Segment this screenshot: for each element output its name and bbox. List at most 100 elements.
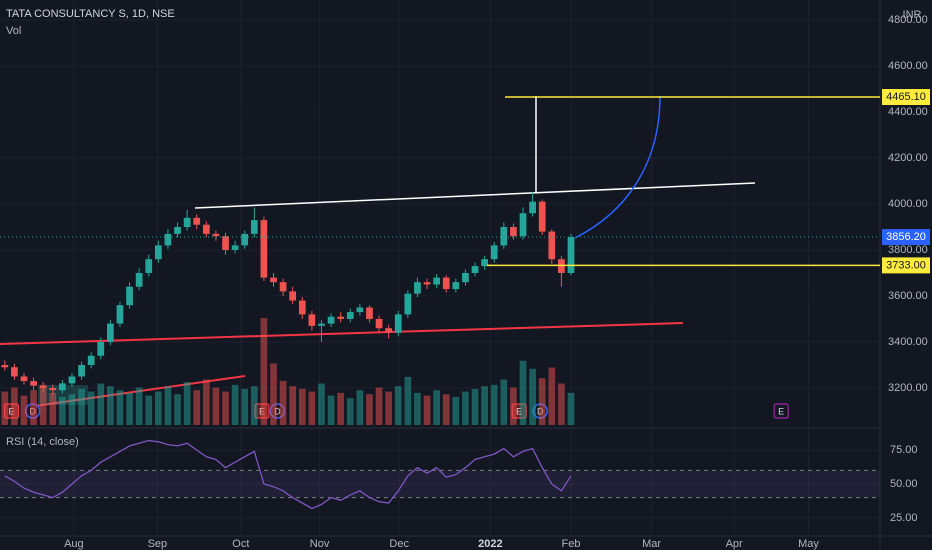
volume-bar xyxy=(356,390,364,425)
volume-bar xyxy=(68,394,76,425)
candle-body xyxy=(538,201,546,232)
candle-body xyxy=(346,312,354,319)
candle-body xyxy=(183,217,191,227)
volume-bar xyxy=(30,390,37,425)
volume-bar xyxy=(327,395,335,425)
candle-body xyxy=(126,286,133,306)
event-label: E xyxy=(778,406,784,416)
volume-bar xyxy=(289,386,297,425)
y-tick-label: 3800.00 xyxy=(888,244,928,256)
volume-title: Vol xyxy=(6,25,21,37)
volume-bar xyxy=(452,396,460,425)
candle-body xyxy=(78,364,85,377)
volume-bar xyxy=(135,387,143,425)
volume-bar xyxy=(1,391,9,425)
candle-body xyxy=(490,245,498,260)
event-marker xyxy=(773,403,789,419)
y-tick-label: 3200.00 xyxy=(888,382,928,394)
volume-bar xyxy=(39,384,47,425)
volume-bar xyxy=(212,387,220,425)
volume-bar xyxy=(87,391,95,425)
volume-bar xyxy=(183,382,191,425)
volume-bar xyxy=(145,395,153,425)
volume-bar xyxy=(59,396,66,425)
candle-body xyxy=(471,266,479,273)
volume-bar xyxy=(394,386,402,425)
candle-body xyxy=(433,277,440,285)
volume-bar xyxy=(500,379,508,425)
candle-body xyxy=(1,364,9,368)
candle-body xyxy=(567,237,575,273)
candle-body xyxy=(298,300,306,315)
trendline xyxy=(194,182,756,209)
candle-body xyxy=(548,231,556,260)
volume-bar xyxy=(231,384,239,425)
volume-bar xyxy=(318,383,325,425)
projection-curve xyxy=(574,95,661,239)
candle-body xyxy=(519,213,527,237)
candle-body xyxy=(154,245,162,260)
currency-label: INR xyxy=(903,9,922,21)
volume-bar xyxy=(442,394,450,425)
volume-bar xyxy=(241,388,249,425)
candle-body xyxy=(337,316,345,319)
x-tick-label: May xyxy=(798,538,819,550)
candle-body xyxy=(11,367,18,377)
candle-body xyxy=(107,323,114,342)
candle-body xyxy=(20,376,28,382)
candle-body xyxy=(404,293,412,315)
volume-bar xyxy=(279,380,287,425)
y-tick-label: 50.00 xyxy=(890,478,918,490)
candle-body xyxy=(202,224,210,234)
candle-body xyxy=(442,277,450,290)
volume-bar xyxy=(529,368,536,425)
volume-bar xyxy=(116,390,124,425)
trendline xyxy=(0,322,684,345)
candle-body xyxy=(193,217,201,225)
grid xyxy=(0,0,880,536)
x-tick-label: Dec xyxy=(389,538,409,550)
volume-bar xyxy=(490,384,498,425)
volume-bar xyxy=(174,394,181,425)
volume-bar xyxy=(308,391,316,425)
price-label-box xyxy=(882,89,930,106)
volume-bar xyxy=(202,379,210,425)
event-label: D xyxy=(274,406,281,416)
x-tick-label: Feb xyxy=(562,538,581,550)
candle-body xyxy=(318,323,325,326)
volume-bar xyxy=(126,392,133,425)
candle-body xyxy=(241,233,249,246)
volume-bar xyxy=(250,386,258,425)
candle-body xyxy=(231,245,239,250)
candle-body xyxy=(366,307,373,319)
volume-bar xyxy=(222,391,229,425)
x-tick-label: Oct xyxy=(232,538,249,550)
candle-body xyxy=(270,277,277,283)
volume-bar xyxy=(20,395,28,425)
y-tick-label: 4200.00 xyxy=(888,152,928,164)
candle-body xyxy=(145,259,153,273)
candle-body xyxy=(385,328,393,333)
price-label: 3856.20 xyxy=(886,231,926,243)
volume-bar xyxy=(270,363,277,425)
volume-bar xyxy=(337,392,345,425)
volume-bar xyxy=(423,395,431,425)
rsi-band xyxy=(0,470,880,498)
candle-body xyxy=(500,226,508,246)
volume-bar xyxy=(260,318,268,425)
y-tick-label: 4800.00 xyxy=(888,14,928,26)
candle-body xyxy=(289,291,297,301)
volume-bar xyxy=(471,388,479,425)
volume-bar xyxy=(193,390,201,425)
candle-body xyxy=(59,383,66,391)
volume-bar xyxy=(154,391,162,425)
candle-body xyxy=(414,282,421,294)
volume-bar xyxy=(558,383,565,425)
y-tick-label: 4400.00 xyxy=(888,106,928,118)
y-tick-label: 3600.00 xyxy=(888,290,928,302)
candle-body xyxy=(510,226,517,237)
volume-bar xyxy=(107,386,114,425)
candle-body xyxy=(356,307,364,313)
volume-bar xyxy=(366,394,373,425)
